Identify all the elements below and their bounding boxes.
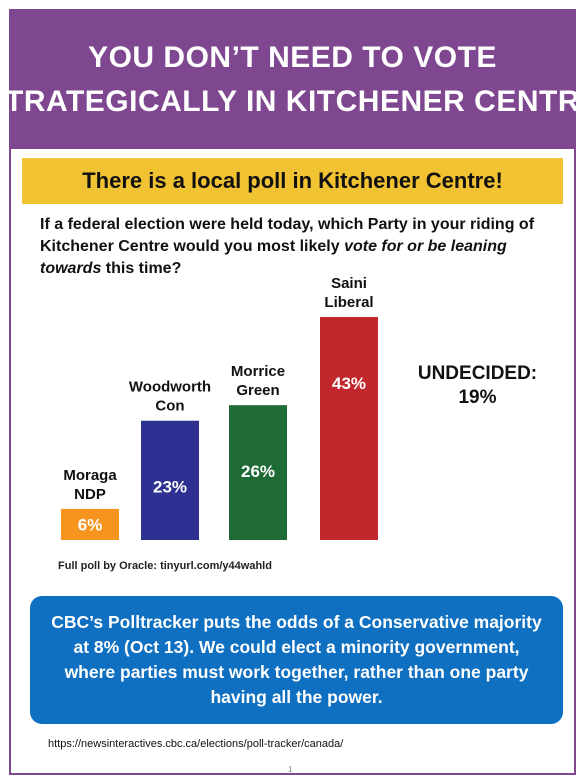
bar-category-label: Woodworth	[129, 379, 211, 396]
bar-woodworth-con	[141, 420, 199, 540]
undecided-label: UNDECIDED:	[417, 363, 538, 384]
polltracker-url: https://newsinteractives.cbc.ca/election…	[48, 738, 344, 750]
bar-morrice-green	[229, 405, 287, 540]
callout-text: CBC’s Polltracker puts the odds of a Con…	[51, 612, 542, 707]
bar-value-label: 6%	[78, 515, 103, 534]
subtitle-bar: There is a local poll in Kitchener Centr…	[22, 158, 563, 204]
bar-category-label: NDP	[74, 486, 106, 503]
page-number: 1	[288, 765, 293, 774]
poll-bar-chart: 6% Moraga NDP 23% Woodworth Con 26% Morrice Gree…	[61, 275, 378, 540]
bar-value-label: 43%	[332, 374, 366, 393]
poll-question: If a federal election were held today, w…	[40, 214, 555, 280]
bar-saini-liberal	[320, 317, 378, 540]
polltracker-callout: CBC’s Polltracker puts the odds of a Con…	[30, 596, 563, 724]
header-banner: YOU DON’T NEED TO VOTE STRATEGICALLY IN …	[0, 11, 585, 149]
bar-value-label: 26%	[241, 462, 275, 481]
bar-category-label: Liberal	[324, 294, 373, 311]
question-text-start: If a federal election were held today, w…	[40, 216, 535, 255]
undecided-block: UNDECIDED: 19%	[405, 362, 550, 410]
bar-category-label: Green	[236, 382, 279, 399]
bar-category-label: Con	[155, 398, 184, 415]
poll-source-note: Full poll by Oracle: tinyurl.com/y44wahl…	[58, 560, 272, 572]
header-title-line-1: YOU DON’T NEED TO VOTE	[88, 41, 497, 74]
bar-moraga-ndp	[61, 508, 119, 540]
bar-category-label: Morrice	[231, 363, 285, 380]
undecided-value: 19%	[458, 387, 497, 408]
question-text-emphasis: vote for or be leaning towards	[40, 238, 507, 277]
bar-category-label: Moraga	[63, 467, 117, 484]
question-text-end: this time?	[101, 260, 182, 277]
bar-category-label: Saini	[331, 275, 367, 292]
subtitle-text: There is a local poll in Kitchener Centr…	[82, 168, 503, 193]
header-title-line-2: STRATEGICALLY IN KITCHENER CENTRE	[0, 85, 585, 118]
bar-value-label: 23%	[153, 478, 187, 497]
